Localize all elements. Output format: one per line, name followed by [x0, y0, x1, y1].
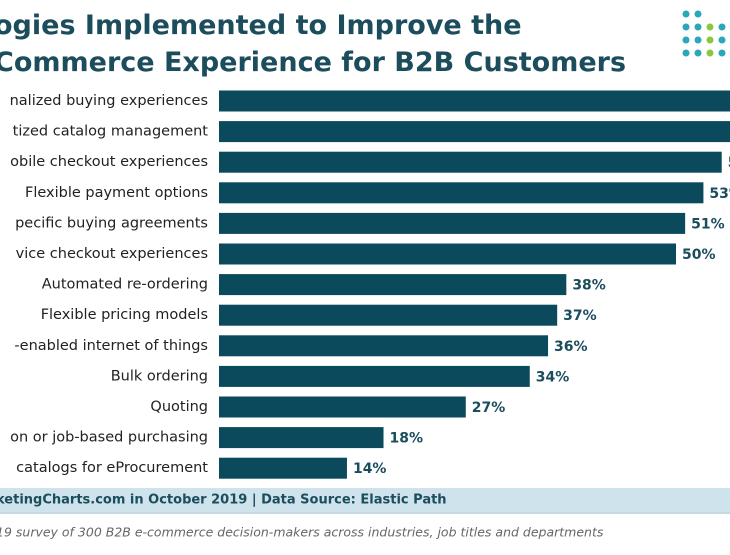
bar [219, 182, 704, 204]
bar [219, 365, 530, 387]
bar [219, 151, 722, 173]
bar [219, 243, 676, 265]
category-label: catalogs for eProcurement [16, 460, 208, 476]
category-label: Flexible pricing models [41, 307, 208, 323]
category-label: Automated re-ordering [42, 277, 208, 293]
note: 19 survey of 300 B2B e-commerce decision… [0, 525, 604, 540]
value-label: 53% [709, 186, 730, 202]
chart-title: Commerce Experience for B2B Customers [0, 47, 626, 78]
category-label: Flexible payment options [25, 185, 208, 201]
value-label: 14% [353, 461, 387, 477]
category-label: pecific buying agreements [15, 215, 208, 231]
value-label: 51% [691, 216, 725, 232]
category-label: -enabled internet of things [14, 338, 208, 354]
category-label: tized catalog management [13, 124, 209, 140]
value-label: 34% [536, 369, 570, 385]
category-label: vice checkout experiences [16, 246, 208, 262]
category-label: on or job-based purchasing [10, 430, 208, 446]
value-label: 37% [563, 308, 597, 324]
chart-title: ogies Implemented to Improve the [0, 10, 522, 41]
bar [219, 335, 549, 357]
logo [682, 10, 726, 57]
source-band [0, 488, 730, 512]
bar [219, 121, 730, 143]
value-label: 36% [554, 339, 588, 355]
category-label: nalized buying experiences [10, 93, 208, 109]
bar [219, 90, 730, 112]
bar [219, 212, 686, 234]
category-label: Bulk ordering [111, 368, 208, 384]
category-label: Quoting [150, 399, 208, 415]
value-label: 55% [728, 155, 730, 171]
bar [219, 427, 384, 449]
value-label: 50% [682, 247, 716, 263]
bar [219, 304, 558, 326]
category-label: obile checkout experiences [10, 154, 208, 170]
bar [219, 396, 466, 418]
bar [219, 457, 347, 479]
value-label: 18% [390, 431, 424, 447]
source: ketingCharts.com in October 2019 | Data … [0, 493, 447, 508]
value-label: 38% [572, 278, 606, 294]
bar [219, 274, 567, 296]
value-label: 27% [472, 400, 506, 416]
